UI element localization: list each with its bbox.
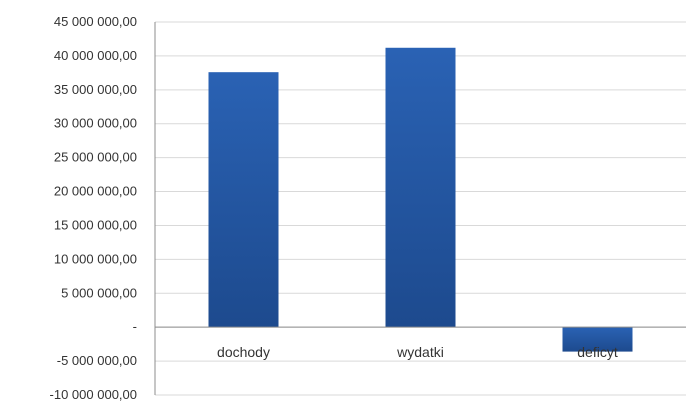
bars [208, 47, 633, 352]
bar-wydatki [385, 47, 456, 328]
category-label: wydatki [396, 344, 444, 360]
bar-dochody [208, 72, 279, 328]
category-label: dochody [217, 344, 270, 360]
y-tick-label: 5 000 000,00 [61, 285, 137, 300]
y-tick-label: - [133, 319, 137, 334]
y-tick-label: -10 000 000,00 [50, 387, 137, 401]
axes [154, 22, 686, 395]
y-tick-label: 45 000 000,00 [54, 14, 137, 29]
y-tick-label: -5 000 000,00 [57, 353, 137, 368]
y-axis-tick-labels: 45 000 000,00 40 000 000,00 35 000 000,00 3… [50, 14, 137, 401]
y-tick-label: 25 000 000,00 [54, 150, 137, 165]
category-labels: dochody wydatki deficyt [217, 344, 618, 360]
bar-deficyt [562, 327, 633, 352]
y-tick-label: 30 000 000,00 [54, 116, 137, 131]
y-tick-label: 35 000 000,00 [54, 82, 137, 97]
category-label: deficyt [577, 344, 618, 360]
y-tick-label: 10 000 000,00 [54, 251, 137, 266]
y-tick-label: 15 000 000,00 [54, 217, 137, 232]
y-tick-label: 20 000 000,00 [54, 184, 137, 199]
y-tick-label: 40 000 000,00 [54, 48, 137, 63]
